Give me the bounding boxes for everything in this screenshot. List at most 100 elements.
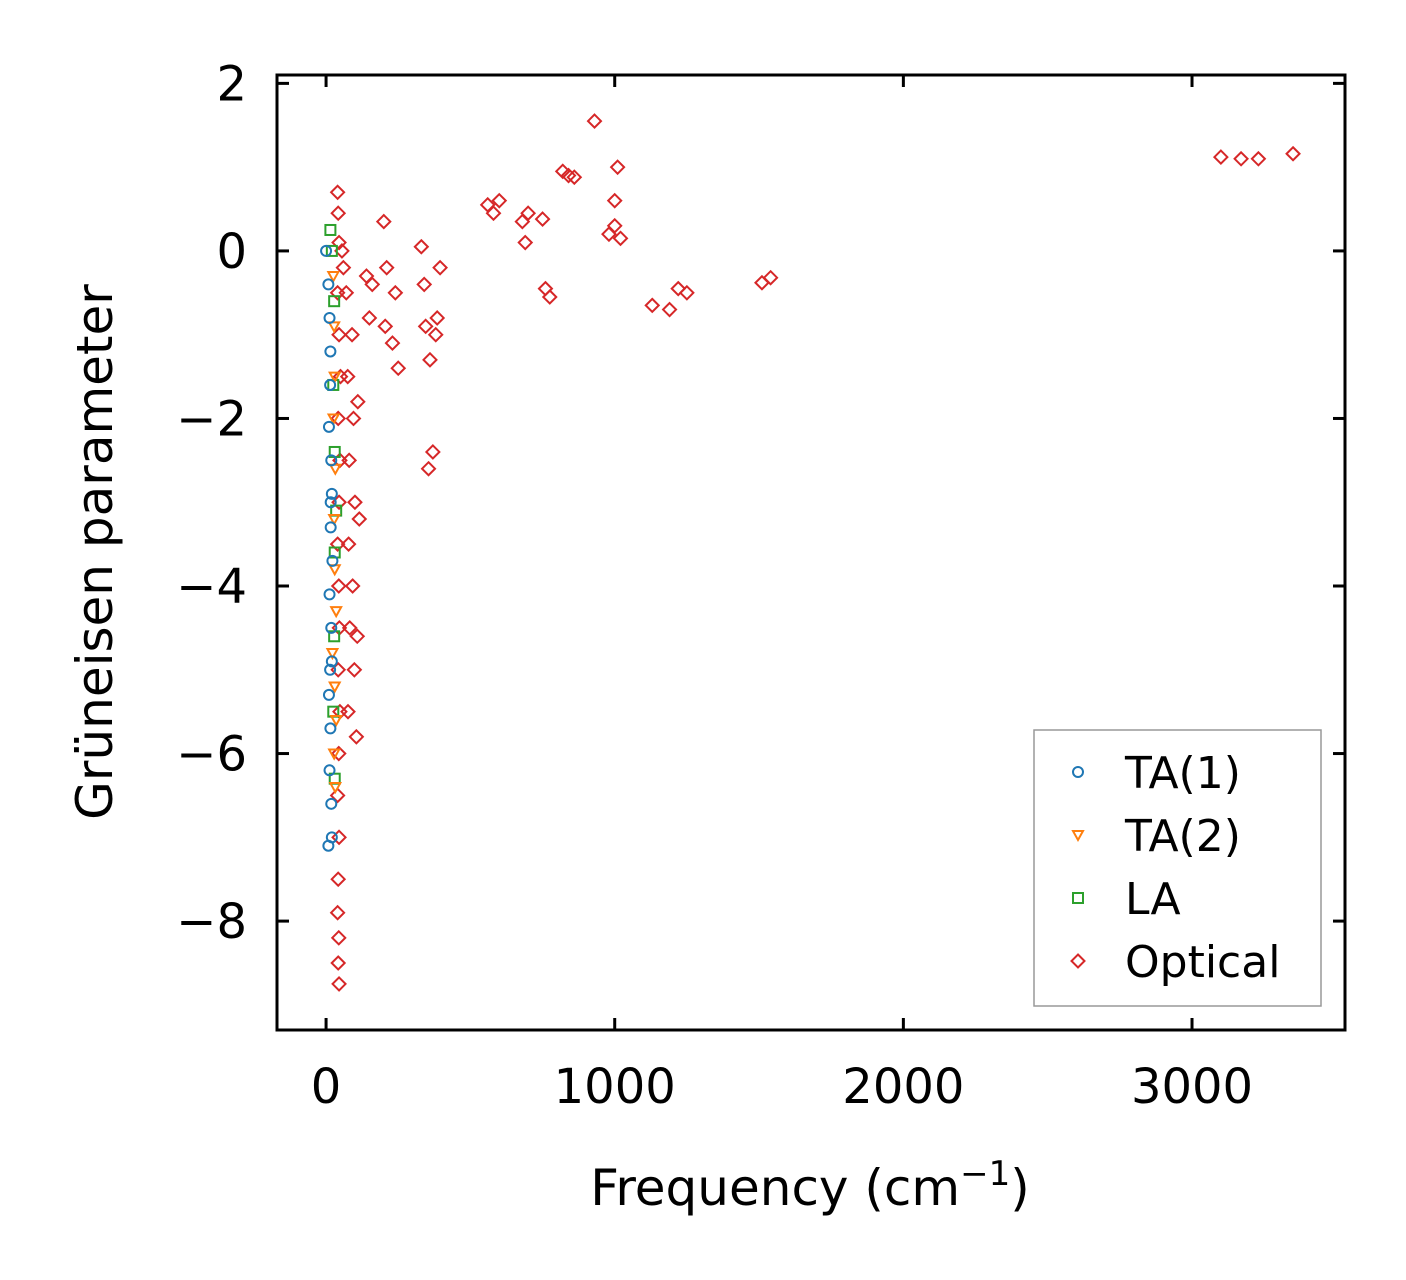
ta-2-point	[325, 648, 340, 661]
optical-point	[351, 511, 368, 527]
optical-point	[606, 192, 623, 209]
ta-2-point	[326, 413, 341, 426]
ta-1-point	[323, 588, 336, 601]
x-axis-label: Frequency (cm−1)	[590, 1154, 1030, 1217]
ta-1-point	[322, 688, 335, 701]
optical-point	[1233, 150, 1250, 167]
optical-point	[330, 410, 347, 427]
optical-point	[329, 904, 346, 921]
optical-point	[387, 284, 404, 301]
optical-point	[378, 259, 395, 276]
optical-point	[377, 318, 394, 335]
optical-point	[429, 310, 446, 326]
la-point	[328, 546, 341, 559]
y-tick-label: −6	[176, 727, 247, 783]
ta-1-point	[325, 655, 338, 668]
optical-point	[330, 578, 347, 594]
optical-point	[424, 444, 441, 460]
optical-point	[606, 217, 623, 234]
optical-point	[416, 276, 433, 293]
optical-point	[349, 393, 366, 410]
la-point	[324, 223, 337, 236]
y-axis-label: Grüneisen parameter	[66, 284, 124, 820]
optical-point	[420, 460, 437, 477]
data-markers	[320, 113, 1301, 992]
optical-point	[609, 159, 626, 176]
y-tick-label: −2	[176, 391, 247, 447]
optical-point	[341, 619, 358, 636]
x-axis-label-superscript: −1	[960, 1154, 1010, 1194]
optical-point	[485, 205, 502, 222]
y-tick-label: −4	[176, 559, 247, 615]
optical-point	[384, 335, 401, 351]
optical-point	[330, 871, 347, 888]
optical-point	[329, 787, 346, 804]
ta-1-point	[324, 663, 337, 676]
optical-point	[417, 318, 434, 335]
optical-point	[361, 310, 378, 326]
optical-point	[329, 184, 346, 201]
optical-point	[338, 284, 355, 301]
legend-label: LA	[1125, 874, 1181, 925]
legend-label: TA(2)	[1124, 811, 1241, 862]
optical-point	[517, 234, 534, 251]
ta-2-point	[328, 782, 343, 795]
legend-label: TA(1)	[1124, 748, 1241, 799]
ta-1-point	[324, 378, 337, 391]
axis-ticks	[277, 75, 1345, 1030]
x-tick-label: 1000	[554, 1059, 676, 1115]
legend: TA(1) TA(2) LA Optical	[1033, 729, 1322, 1007]
la-point	[328, 295, 341, 308]
optical-point	[341, 452, 358, 469]
optical-point	[358, 268, 375, 284]
legend-marker-optical	[1070, 953, 1086, 969]
ta-2-point	[328, 371, 342, 384]
optical-point	[432, 259, 449, 276]
optical-point	[390, 360, 407, 377]
optical-point	[661, 301, 678, 318]
optical-point	[612, 230, 629, 247]
optical-point	[331, 326, 347, 343]
ta-2-point	[327, 513, 341, 527]
optical-point	[1285, 145, 1301, 162]
optical-point	[340, 703, 356, 720]
ta-2-point	[328, 681, 342, 694]
legend-label: Optical	[1125, 937, 1280, 988]
ta-2-point	[326, 271, 340, 284]
optical-point	[348, 728, 365, 745]
ta-1-point	[324, 496, 337, 509]
ta-1-point	[325, 831, 338, 844]
optical-point	[413, 238, 430, 255]
optical-point	[332, 368, 349, 385]
ta-1-point	[322, 278, 335, 291]
optical-point	[349, 628, 366, 645]
optical-point	[344, 578, 361, 594]
optical-point	[330, 745, 347, 762]
ta-1-point	[322, 420, 335, 433]
optical-point	[329, 284, 346, 301]
optical-point	[340, 536, 357, 553]
ta-1-point	[323, 764, 336, 777]
ta-1-point	[324, 345, 337, 358]
ta-2-point	[329, 715, 343, 728]
legend-marker-ta-2	[1071, 830, 1085, 843]
plot-area-frame	[275, 73, 1347, 1032]
optical-point	[330, 205, 347, 222]
legend-marker-la	[1072, 892, 1084, 904]
optical-point	[330, 929, 347, 946]
optical-point	[344, 326, 360, 343]
optical-point	[335, 259, 352, 276]
optical-point	[347, 494, 363, 511]
optical-point	[364, 276, 381, 293]
optical-point	[329, 536, 346, 553]
x-axis-tick-labels: 0 1000 2000 3000	[311, 1059, 1253, 1115]
ta-1-point	[324, 521, 337, 534]
optical-point	[427, 326, 444, 343]
y-tick-label: 2	[216, 56, 247, 112]
optical-point	[754, 274, 770, 291]
optical-point	[345, 410, 362, 427]
optical-point	[331, 976, 347, 992]
la-point	[325, 244, 338, 257]
ta-1-point	[324, 722, 337, 735]
